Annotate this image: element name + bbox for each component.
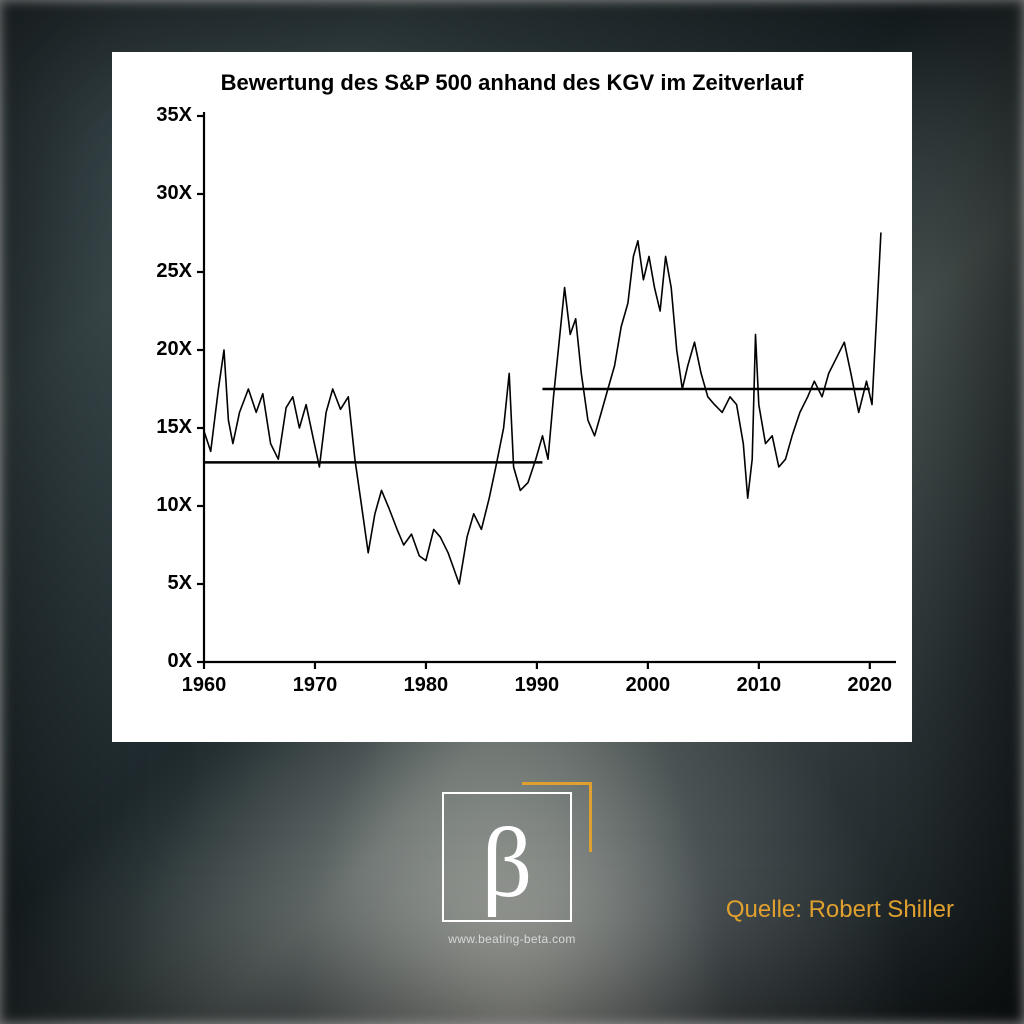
y-tick-label: 15X <box>142 416 192 439</box>
x-tick-label: 2010 <box>729 674 789 697</box>
chart-card: Bewertung des S&P 500 anhand des KGV im … <box>112 52 912 742</box>
x-tick-label: 2020 <box>840 674 900 697</box>
source-attribution: Quelle: Robert Shiller <box>726 896 954 924</box>
logo-accent-top <box>522 782 592 785</box>
line-chart <box>112 52 912 742</box>
y-tick-label: 0X <box>142 650 192 673</box>
y-tick-label: 30X <box>142 182 192 205</box>
x-tick-label: 2000 <box>618 674 678 697</box>
logo-box: β <box>442 792 572 922</box>
x-tick-label: 1990 <box>507 674 567 697</box>
brand-logo: β www.beating-beta.com <box>432 782 592 942</box>
y-tick-label: 25X <box>142 260 192 283</box>
beta-glyph: β <box>482 813 533 913</box>
y-tick-label: 35X <box>142 104 192 127</box>
x-tick-label: 1980 <box>396 674 456 697</box>
y-tick-label: 20X <box>142 338 192 361</box>
y-tick-label: 5X <box>142 572 192 595</box>
x-tick-label: 1970 <box>285 674 345 697</box>
brand-url: www.beating-beta.com <box>432 932 592 946</box>
logo-accent-right <box>589 782 592 852</box>
y-tick-label: 10X <box>142 494 192 517</box>
x-tick-label: 1960 <box>174 674 234 697</box>
